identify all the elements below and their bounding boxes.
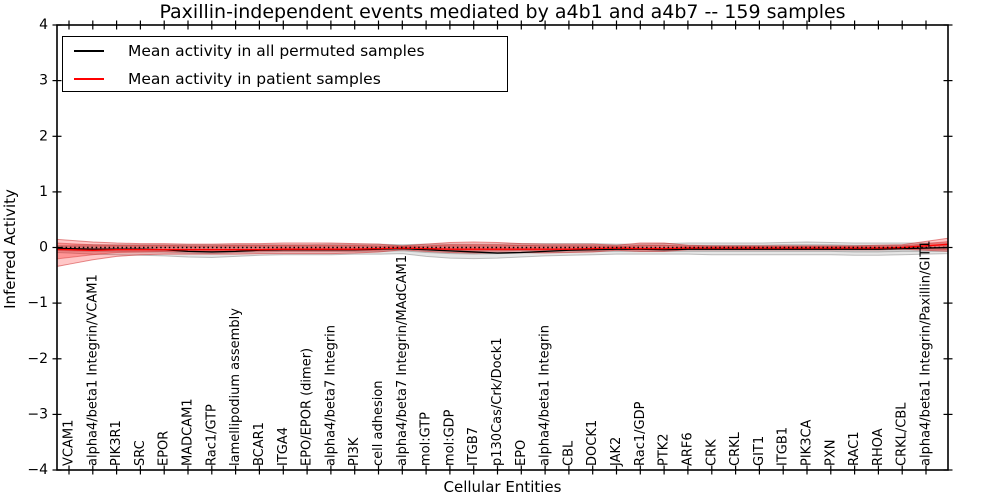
x-tick-label: alpha4/beta1 Integrin xyxy=(538,325,553,466)
chart-title: Paxillin-independent events mediated by … xyxy=(159,1,846,23)
x-tick-label: ITGB7 xyxy=(466,427,481,466)
x-tick-label: alpha4/beta7 Integrin/MAdCAM1 xyxy=(395,255,410,466)
y-tick-label: 3 xyxy=(39,73,48,89)
x-tick-label: p130Cas/Crk/Dock1 xyxy=(490,337,505,466)
x-tick-label: PXN xyxy=(823,440,838,466)
x-tick-label: ARF6 xyxy=(680,432,695,466)
x-tick-label: mol:GDP xyxy=(442,409,457,466)
x-tick-label: RHOA xyxy=(871,428,886,466)
x-tick-label: EPOR xyxy=(157,431,172,466)
x-tick-label: lamellipodium assembly xyxy=(228,308,243,466)
x-tick-label: Rac1/GTP xyxy=(204,404,219,466)
x-tick-label: alpha4/beta1 Integrin/VCAM1 xyxy=(85,274,100,466)
y-tick-label: 1 xyxy=(39,184,48,200)
x-tick-label: JAK2 xyxy=(609,437,624,467)
x-tick-label: mol:GTP xyxy=(419,412,434,466)
y-tick-label: −1 xyxy=(27,295,48,311)
x-tick-label: EPO/EPOR (dimer) xyxy=(300,348,315,466)
y-tick-label: 2 xyxy=(39,128,48,144)
x-tick-label: CRKL/CBL xyxy=(895,402,910,466)
x-tick-label: CRKL xyxy=(728,431,743,466)
x-tick-label: CRK xyxy=(704,439,719,466)
legend-label-patient: Mean activity in patient samples xyxy=(128,70,381,88)
x-tick-label: DOCK1 xyxy=(585,420,600,466)
legend-label-permuted: Mean activity in all permuted samples xyxy=(128,42,425,60)
x-tick-label: BCAR1 xyxy=(252,422,267,466)
x-tick-label: EPO xyxy=(514,440,529,466)
y-tick-label: −4 xyxy=(27,462,48,478)
x-tick-label: RAC1 xyxy=(847,431,862,466)
x-tick-label: PTK2 xyxy=(657,433,672,466)
x-tick-label: ITGA4 xyxy=(276,427,291,466)
permuted-line-swatch xyxy=(74,50,104,52)
x-tick-label: MADCAM1 xyxy=(181,398,196,466)
y-axis-label: Inferred Activity xyxy=(1,189,19,309)
patient-line-swatch xyxy=(74,78,104,80)
permuted-mean-line xyxy=(57,246,948,254)
y-tick-label: 0 xyxy=(39,240,48,256)
x-tick-label: SRC xyxy=(133,440,148,466)
x-tick-label: PI3K xyxy=(347,437,362,466)
legend: Mean activity in all permuted samples Me… xyxy=(62,36,508,92)
x-tick-label: PIK3R1 xyxy=(109,420,124,466)
x-tick-label: Rac1/GDP xyxy=(633,401,648,466)
x-axis-label: Cellular Entities xyxy=(443,478,562,496)
x-tick-label: VCAM1 xyxy=(62,420,77,466)
x-tick-label: cell adhesion xyxy=(371,380,386,466)
y-tick-label: −2 xyxy=(27,351,48,367)
x-tick-label: PIK3CA xyxy=(799,419,814,466)
x-tick-label: alpha4/beta7 Integrin xyxy=(323,325,338,466)
legend-entry-permuted: Mean activity in all permuted samples xyxy=(63,37,507,65)
x-tick-label: GIT1 xyxy=(752,436,767,466)
patient-std-inner-band xyxy=(57,241,948,260)
y-tick-label: 4 xyxy=(39,17,48,33)
patient-mean-line xyxy=(57,243,948,251)
x-tick-label: alpha4/beta1 Integrin/Paxillin/GIT1 xyxy=(919,240,934,466)
plot-area xyxy=(57,237,948,267)
x-tick-label: CBL xyxy=(561,440,576,466)
legend-entry-patient: Mean activity in patient samples xyxy=(63,65,507,93)
y-tick-label: −3 xyxy=(27,406,48,422)
x-tick-label: ITGB1 xyxy=(776,427,791,466)
